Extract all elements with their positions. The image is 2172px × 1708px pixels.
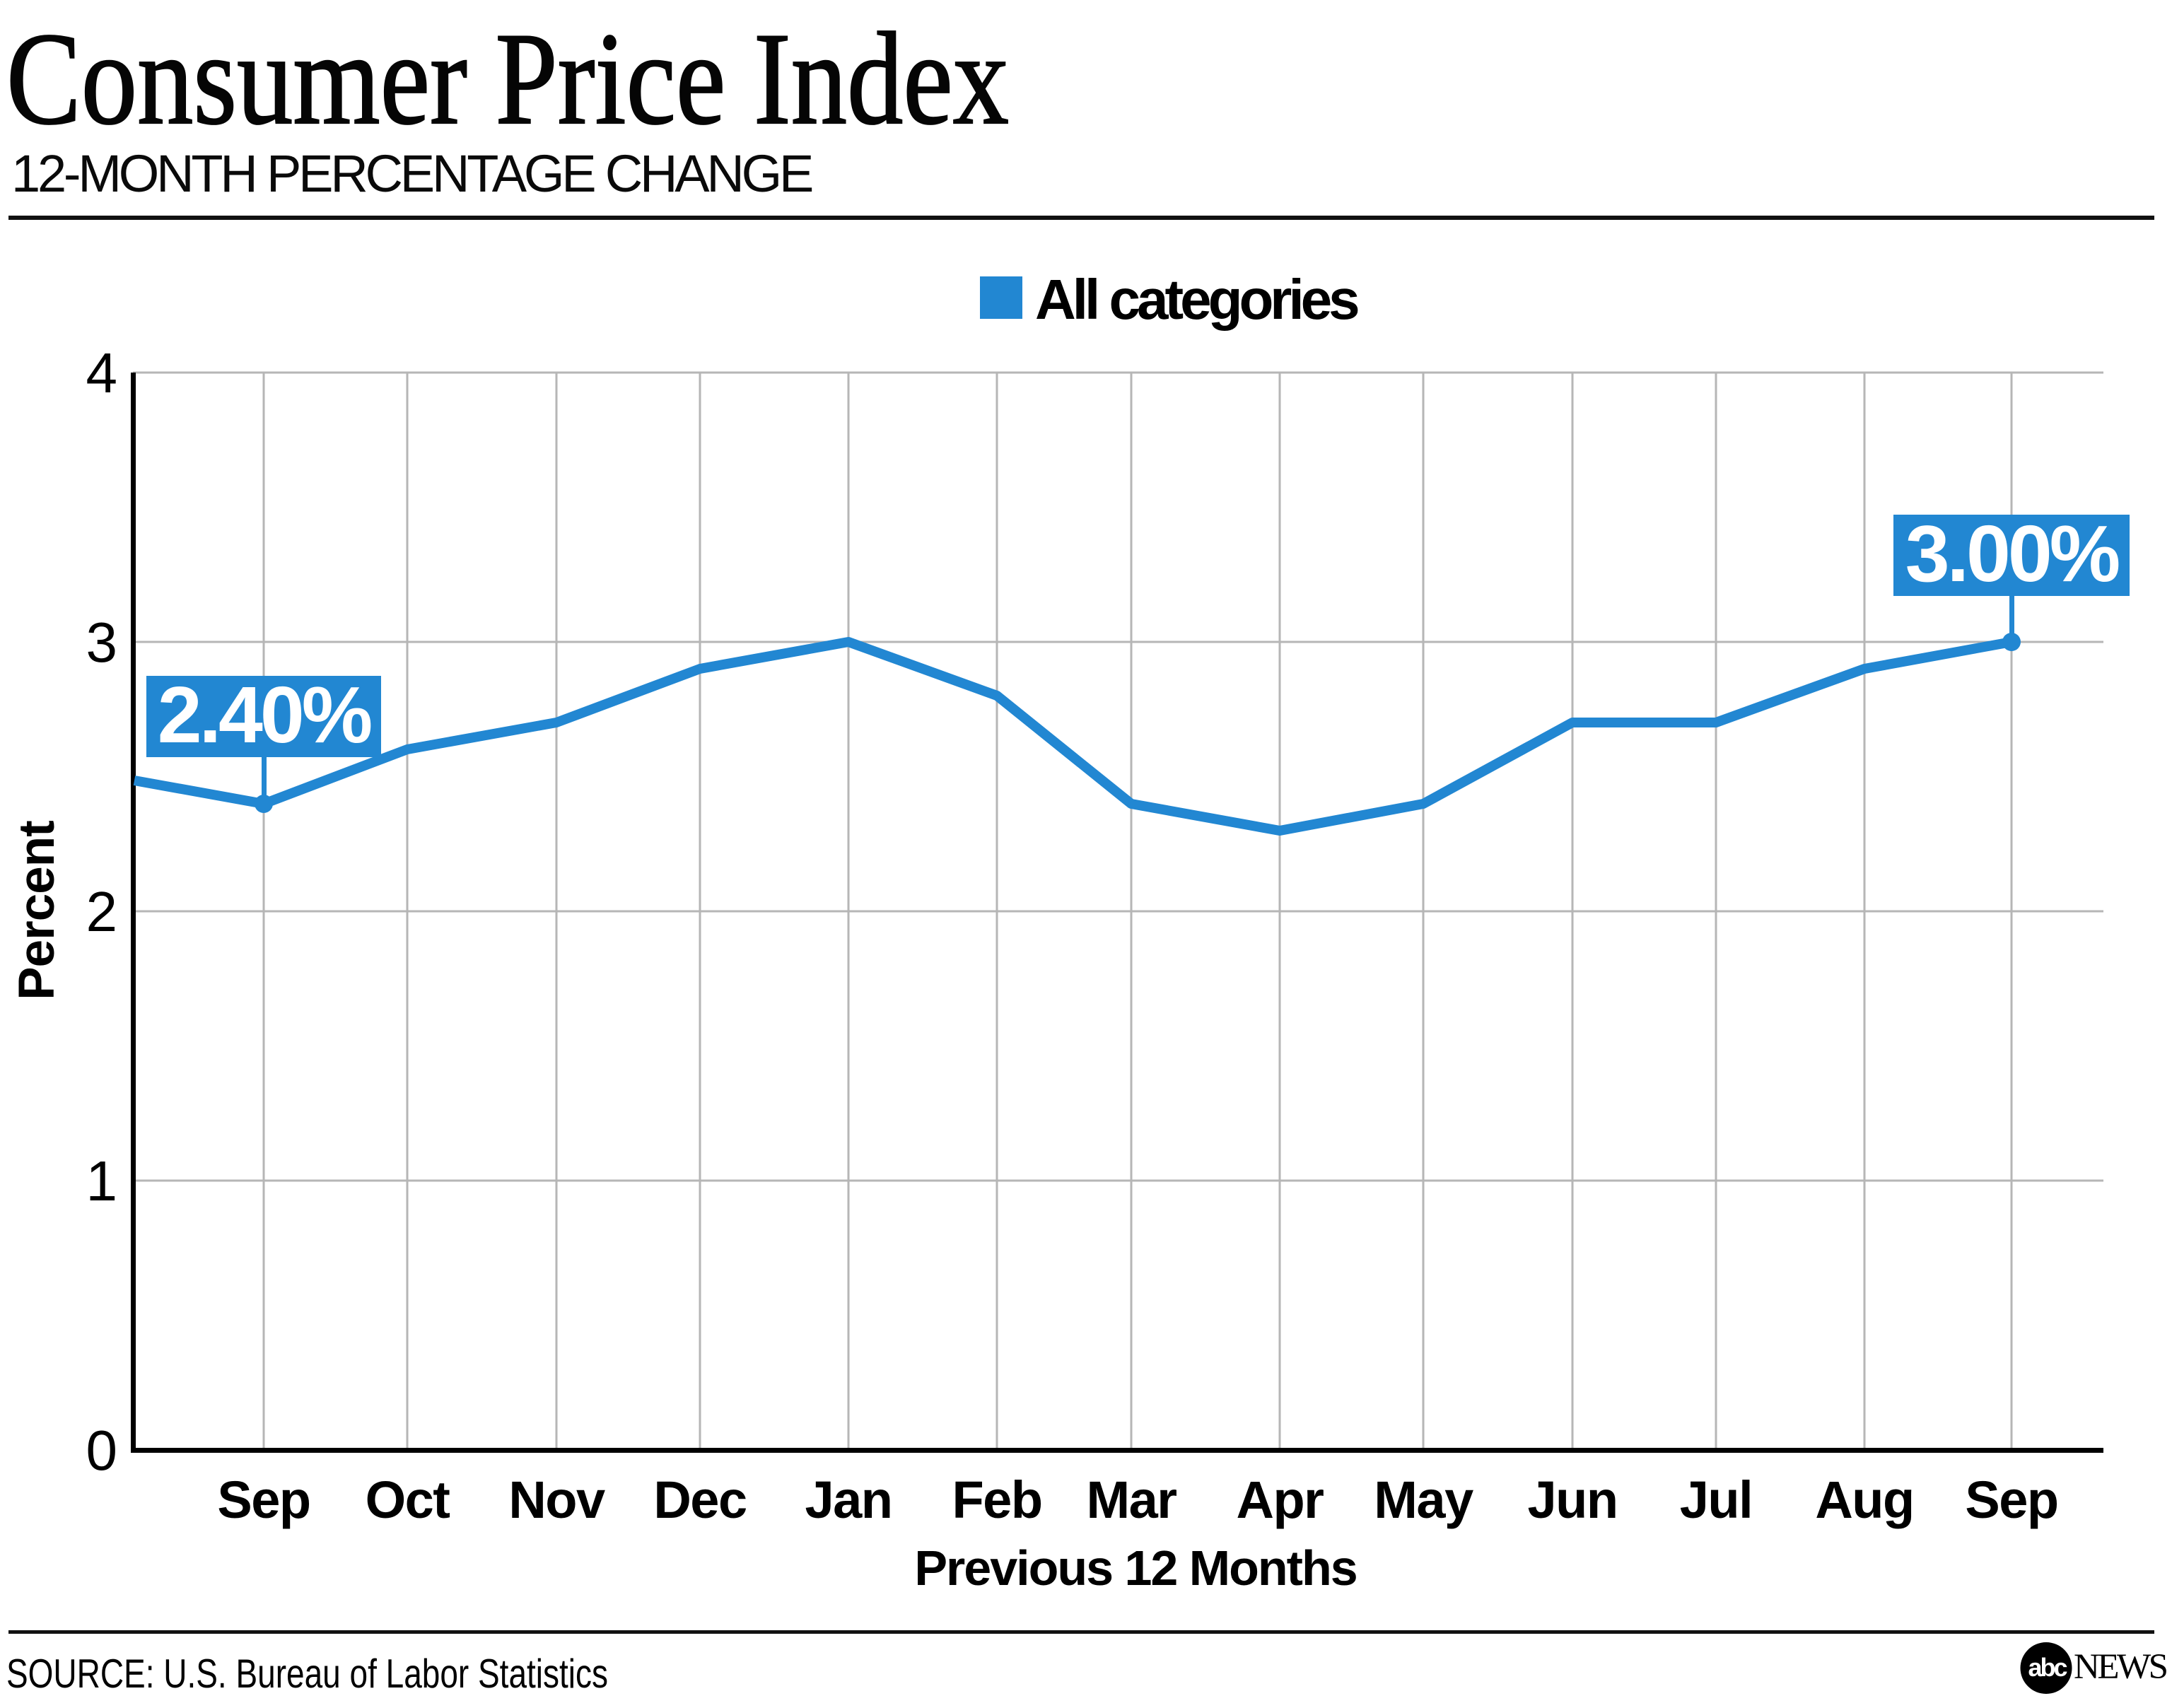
svg-text:Aug: Aug [1815, 1470, 1913, 1529]
svg-text:Dec: Dec [653, 1470, 746, 1529]
svg-text:Oct: Oct [366, 1470, 450, 1529]
svg-text:May: May [1374, 1470, 1473, 1529]
svg-text:Percent: Percent [9, 821, 65, 1000]
svg-text:Jan: Jan [805, 1470, 892, 1529]
svg-text:Sep: Sep [1965, 1470, 2057, 1529]
svg-text:4: 4 [86, 341, 118, 404]
svg-text:Mar: Mar [1086, 1470, 1176, 1529]
svg-text:abc: abc [2028, 1653, 2067, 1682]
svg-text:Consumer Price Index: Consumer Price Index [6, 6, 1009, 152]
svg-text:Sep: Sep [217, 1470, 310, 1529]
svg-text:All categories: All categories [1035, 268, 1358, 331]
svg-text:2: 2 [86, 880, 118, 943]
svg-text:3: 3 [86, 611, 118, 674]
svg-text:1: 1 [86, 1150, 118, 1212]
svg-text:0: 0 [86, 1419, 118, 1482]
svg-text:NEWS: NEWS [2074, 1647, 2167, 1687]
svg-text:2.40%: 2.40% [158, 670, 371, 759]
svg-text:Nov: Nov [508, 1470, 605, 1529]
svg-text:12-MONTH PERCENTAGE CHANGE: 12-MONTH PERCENTAGE CHANGE [11, 144, 812, 203]
svg-text:Feb: Feb [952, 1470, 1041, 1529]
svg-text:SOURCE: U.S. Bureau of Labor S: SOURCE: U.S. Bureau of Labor Statistics [6, 1651, 608, 1697]
svg-text:3.00%: 3.00% [1905, 509, 2119, 598]
svg-text:Jun: Jun [1527, 1470, 1617, 1529]
svg-text:Jul: Jul [1680, 1470, 1752, 1529]
svg-text:Previous 12 Months: Previous 12 Months [914, 1540, 1356, 1596]
svg-text:Apr: Apr [1237, 1470, 1324, 1529]
